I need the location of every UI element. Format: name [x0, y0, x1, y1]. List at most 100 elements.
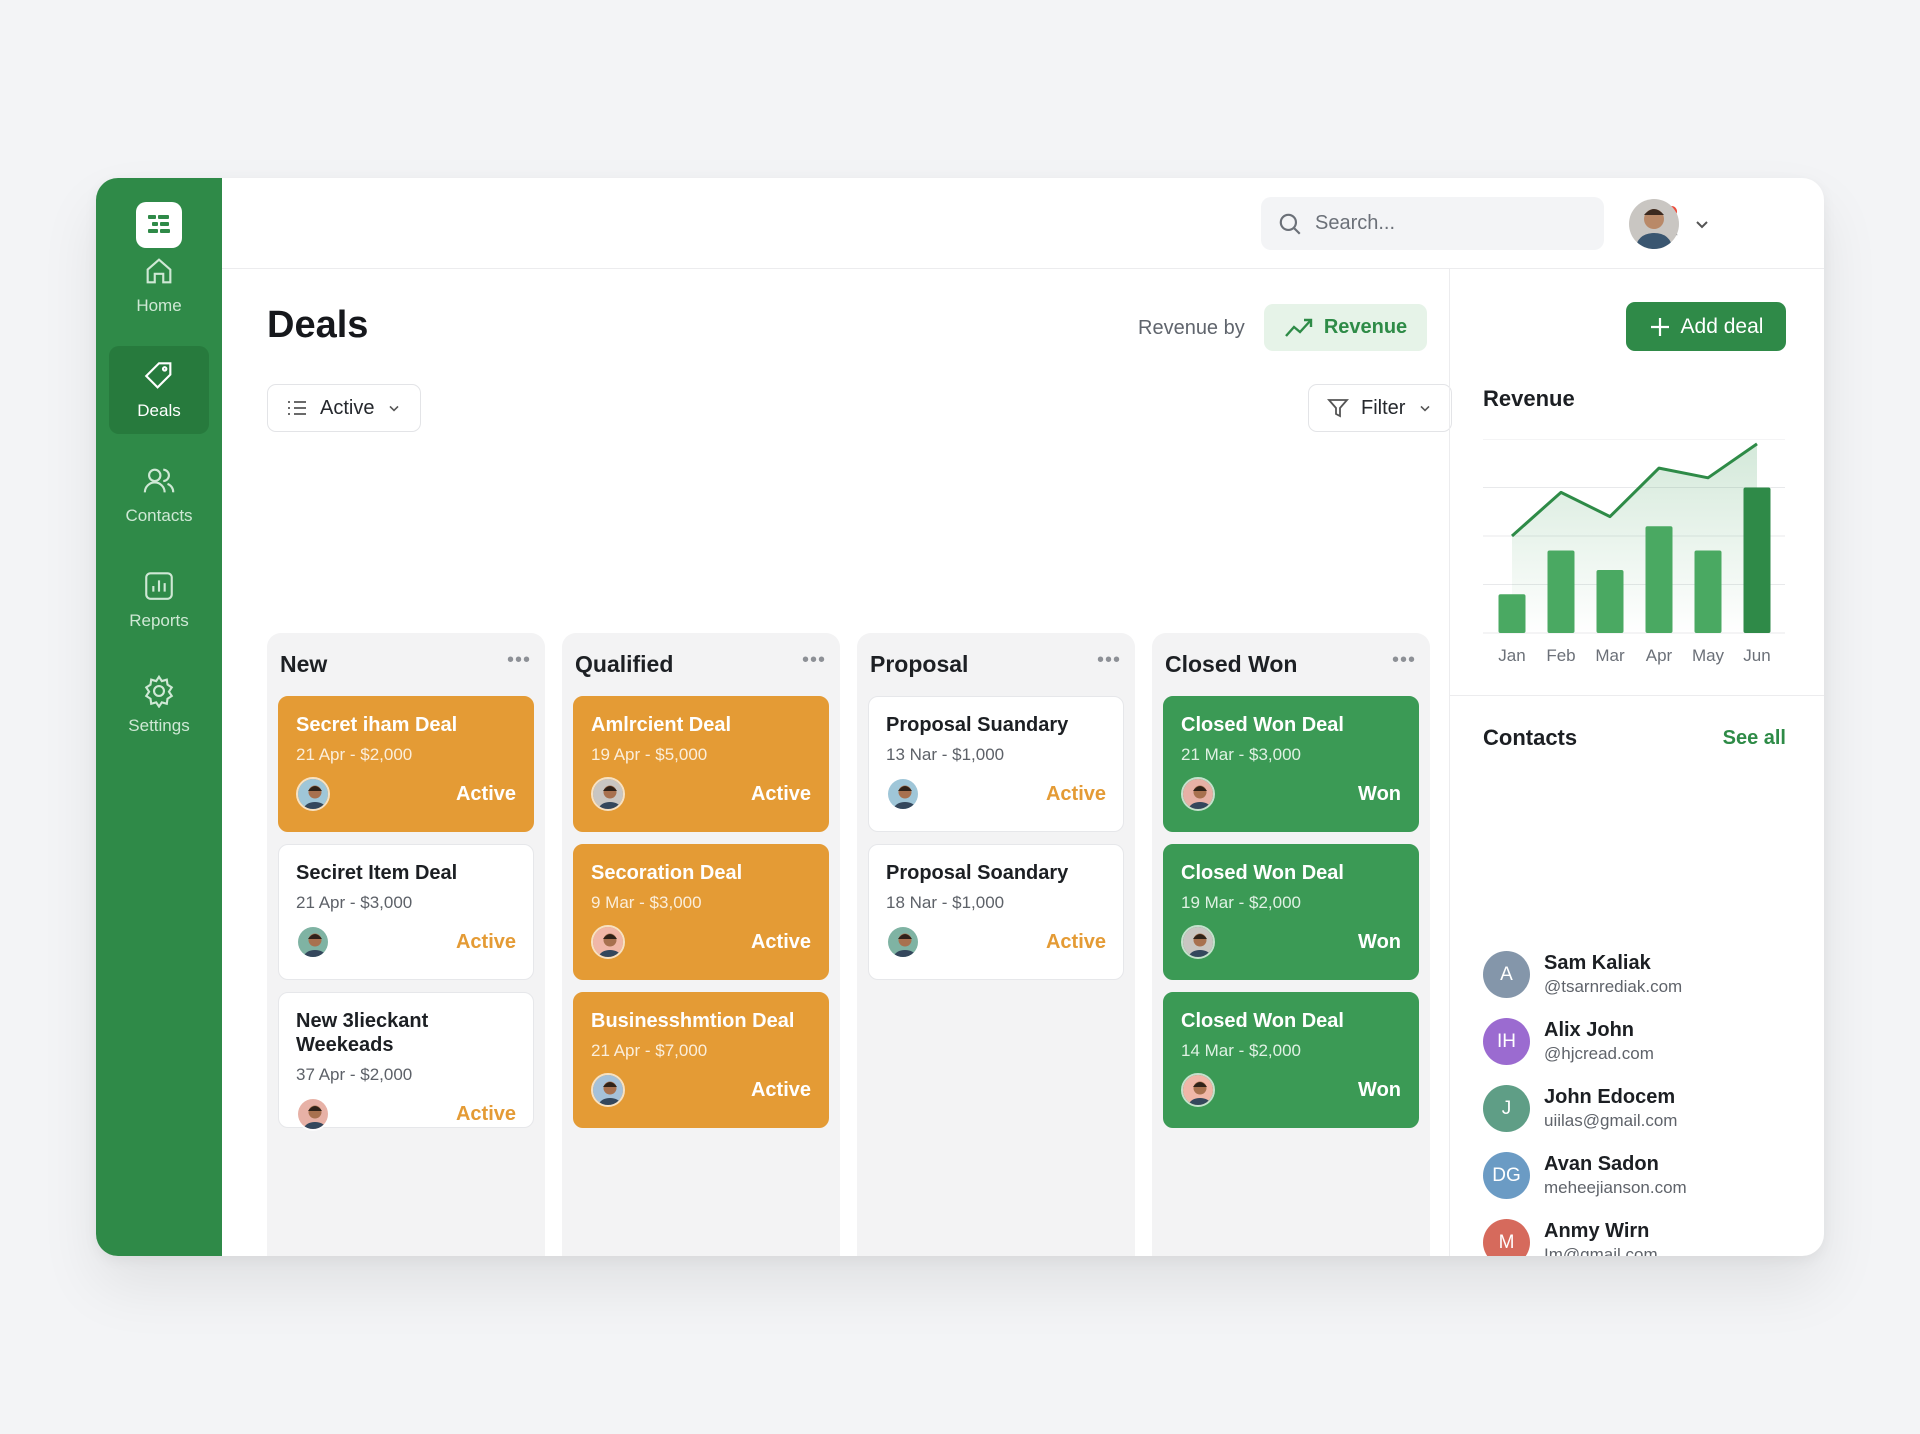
deal-owner-avatar — [591, 1073, 625, 1107]
deal-card[interactable]: Amlrcient Deal 19 Apr - $5,000 Active — [573, 696, 829, 832]
deal-title: Businesshmtion Deal — [591, 1010, 795, 1032]
more-options-icon[interactable]: ••• — [1391, 649, 1416, 671]
sidebar-item-label: Settings — [128, 716, 190, 735]
x-tick-label: Feb — [1546, 646, 1575, 665]
sidebar-item-label: Contacts — [125, 506, 193, 525]
deal-card[interactable]: Secret iham Deal 21 Apr - $2,000 Active — [278, 696, 534, 832]
deal-status: Active — [455, 782, 516, 805]
deal-card[interactable]: Closed Won Deal 21 Mar - $3,000 Won — [1163, 696, 1419, 832]
user-avatar[interactable] — [1629, 199, 1679, 249]
deal-card[interactable]: Seciret Item Deal 21 Apr - $3,000 Active — [278, 844, 534, 980]
more-options-icon[interactable]: ••• — [801, 649, 826, 671]
deal-card[interactable]: Businesshmtion Deal 21 Apr - $7,000 Acti… — [573, 992, 829, 1128]
deal-card[interactable]: Proposal Soandary 18 Nar - $1,000 Active — [868, 844, 1124, 980]
search-input[interactable]: Search... — [1261, 197, 1604, 250]
deal-owner-avatar — [886, 925, 920, 959]
sidebar-item-contacts[interactable]: Contacts — [109, 451, 209, 539]
deal-status: Won — [1358, 930, 1401, 953]
contact-photo-icon — [298, 927, 328, 957]
contact-photo-icon — [593, 779, 623, 809]
bar-jan — [1498, 594, 1526, 633]
deal-title: Amlrcient Deal — [591, 714, 732, 736]
contact-photo-icon — [593, 927, 623, 957]
chevron-down-icon — [1420, 405, 1431, 412]
deal-meta: 37 Apr - $2,000 — [296, 1065, 413, 1084]
x-tick-label: Jan — [1498, 646, 1525, 665]
status-dropdown-value: Active — [320, 396, 375, 419]
trending-up-icon — [1284, 318, 1313, 337]
contact-photo-icon — [298, 779, 328, 809]
contact-item[interactable]: J John Edocem uiilas@gmail.com — [1483, 1085, 1677, 1132]
deal-status: Active — [750, 782, 811, 805]
revenue-by-label: Revenue by — [1138, 317, 1245, 339]
x-tick-label: May — [1692, 646, 1725, 665]
contact-item[interactable]: A Sam Kaliak @tsarnrediak.com — [1483, 951, 1682, 998]
deal-title: Closed Won Deal — [1181, 714, 1344, 736]
deal-card[interactable]: Proposal Suandary 13 Nar - $1,000 Active — [868, 696, 1124, 832]
sidebar-item-settings[interactable]: Settings — [109, 661, 209, 749]
deal-card[interactable]: Secoration Deal 9 Mar - $3,000 Active — [573, 844, 829, 980]
deal-owner-avatar — [1181, 925, 1215, 959]
column-qualified: Qualified ••• Amlrcient Deal 19 Apr - $5,0… — [562, 633, 840, 1256]
deal-title: Closed Won Deal — [1181, 862, 1344, 884]
deal-status: Active — [750, 1078, 811, 1101]
filter-icon — [1327, 399, 1349, 418]
revenue-chart-title: Revenue — [1483, 386, 1575, 411]
revenue-line — [1511, 442, 1758, 538]
sidebar-item-label: Reports — [129, 611, 189, 630]
add-deal-button[interactable]: Add deal — [1626, 302, 1786, 351]
contact-item[interactable]: DG Avan Sadon meheejianson.com — [1483, 1152, 1687, 1199]
deal-owner-avatar — [296, 777, 330, 811]
gear-icon — [144, 674, 174, 708]
search-placeholder: Search... — [1315, 212, 1396, 234]
kanban-logo-icon — [148, 215, 170, 233]
deal-owner-avatar — [1181, 777, 1215, 811]
contact-item[interactable]: M Anmy Wirn Im@gmail.com — [1483, 1219, 1658, 1256]
bar-mar — [1596, 569, 1624, 633]
deal-card[interactable]: Closed Won Deal 14 Mar - $2,000 Won — [1163, 992, 1419, 1128]
deal-owner-avatar — [886, 777, 920, 811]
users-icon — [143, 468, 175, 493]
deal-card[interactable]: New 3lieckant Weekeads 37 Apr - $2,000 A… — [278, 992, 534, 1131]
deal-meta: 21 Mar - $3,000 — [1181, 745, 1302, 764]
contact-name: John Edocem — [1544, 1086, 1676, 1108]
contact-item[interactable]: IH Alix John @hjcread.com — [1483, 1018, 1654, 1065]
sidebar-item-reports[interactable]: Reports — [109, 556, 209, 644]
contact-email: @hjcread.com — [1544, 1044, 1654, 1063]
deal-status: Active — [455, 930, 516, 953]
list-icon — [288, 401, 306, 415]
filter-dropdown[interactable]: Filter — [1308, 384, 1453, 432]
contact-photo-icon — [298, 1099, 328, 1129]
contact-photo-icon — [1183, 1075, 1213, 1105]
bar-feb — [1547, 550, 1575, 633]
deal-title: Secoration Deal — [591, 862, 743, 884]
revenue-toggle-button[interactable]: Revenue — [1264, 304, 1427, 351]
right-panel: Add deal Revenue Jan Feb Mar Apr May Jun Cont… — [1449, 269, 1824, 1256]
bar-apr — [1645, 526, 1673, 633]
deal-card[interactable]: Closed Won Deal 19 Mar - $2,000 Won — [1163, 844, 1419, 980]
sidebar-item-label: Deals — [137, 401, 181, 420]
chevron-down-icon[interactable] — [1692, 214, 1712, 234]
see-all-link[interactable]: See all — [1722, 727, 1786, 749]
deal-meta: 18 Nar - $1,000 — [886, 893, 1005, 912]
more-options-icon[interactable]: ••• — [1096, 649, 1121, 671]
search-icon — [1279, 213, 1301, 235]
deals-main: Deals Revenue by Revenue Active Filter N… — [222, 269, 1453, 1256]
sidebar-item-home[interactable]: Home — [109, 241, 209, 329]
deal-title: Closed Won Deal — [1181, 1010, 1344, 1032]
column-title: Proposal — [870, 651, 969, 677]
contact-email: uiilas@gmail.com — [1544, 1111, 1678, 1130]
user-photo-icon — [1629, 199, 1679, 249]
deal-owner-avatar — [591, 925, 625, 959]
column-proposal: Proposal ••• Proposal Suandary 13 Nar - $1… — [857, 633, 1135, 1256]
sidebar-item-deals[interactable]: Deals — [109, 346, 209, 434]
plus-icon — [1650, 317, 1669, 336]
deal-title: New 3lieckant Weekeads — [296, 1010, 429, 1056]
more-options-icon[interactable]: ••• — [506, 649, 531, 671]
deal-meta: 19 Mar - $2,000 — [1181, 893, 1302, 912]
status-dropdown[interactable]: Active — [267, 384, 422, 432]
page-title: Deals — [267, 304, 369, 346]
deal-meta: 9 Mar - $3,000 — [591, 893, 702, 912]
contact-photo-icon — [593, 1075, 623, 1105]
app-logo[interactable] — [136, 202, 182, 248]
